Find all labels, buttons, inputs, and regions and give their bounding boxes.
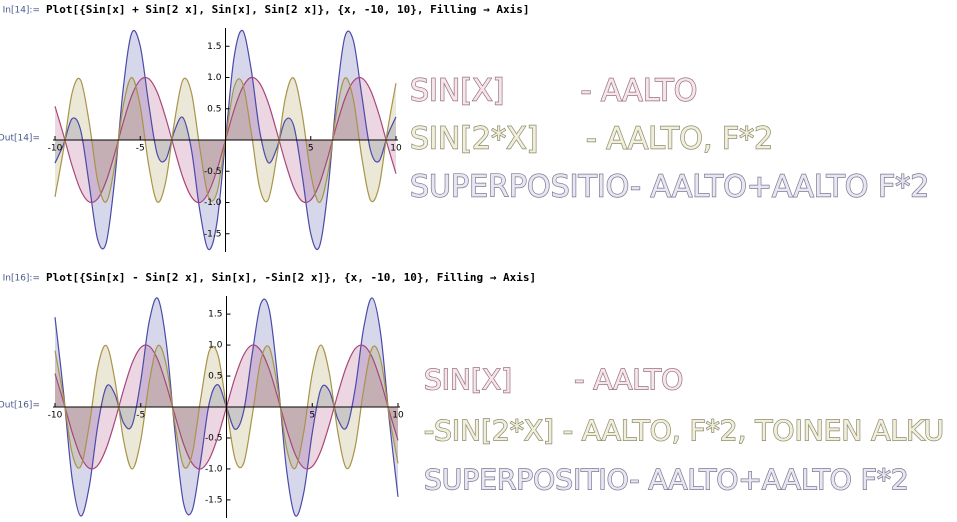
y-tick-label: -0.5 [204,167,222,177]
plot-cell: In[14]:= Plot[{Sin[x] + Sin[2 x], Sin[x],… [0,3,930,252]
annotation: SIN[X] - AALTO [410,74,697,109]
y-tick-label: 1.0 [208,341,223,351]
y-tick-label: 0.5 [208,372,222,382]
y-tick-label: -0.5 [205,433,223,443]
y-tick-label: 0.5 [207,104,221,114]
input-code: Plot[{Sin[x] + Sin[2 x], Sin[x], Sin[2 x… [46,3,529,16]
annotation: SIN[2*X] - AALTO, F*2 [410,122,773,157]
x-tick-label: 5 [308,144,314,154]
y-tick-label: 1.5 [208,310,222,320]
x-tick-label: -5 [136,411,145,421]
x-tick-label: -10 [48,411,63,421]
y-tick-label: -1.5 [205,495,223,505]
y-tick-label: 1.5 [207,42,221,52]
x-tick-label: -5 [136,144,145,154]
y-tick-label: -1.0 [205,464,223,474]
annotation: -SIN[2*X] - AALTO, F*2, TOINEN ALKU [424,414,944,447]
input-label: In[14]:= [3,6,40,16]
annotation: SUPERPOSITIO- AALTO+AALTO F*2 [424,463,909,496]
x-tick-label: 5 [309,411,315,421]
annotation: SUPERPOSITIO- AALTO+AALTO F*2 [410,170,929,205]
y-tick-label: 1.0 [207,73,222,83]
x-tick-label: -10 [48,144,63,154]
x-tick-label: 10 [390,144,402,154]
input-code: Plot[{Sin[x] - Sin[2 x], Sin[x], -Sin[2 … [46,271,536,284]
annotation: SIN[X] - AALTO [424,363,683,396]
y-tick-label: -1.0 [204,198,222,208]
input-label: In[16]:= [3,274,40,284]
y-tick-label: -1.5 [204,229,222,239]
output-label: Out[16]= [0,401,40,411]
x-tick-label: 10 [392,411,404,421]
output-label: Out[14]= [0,134,40,144]
plot-cell: In[16]:= Plot[{Sin[x] - Sin[2 x], Sin[x],… [0,271,945,518]
